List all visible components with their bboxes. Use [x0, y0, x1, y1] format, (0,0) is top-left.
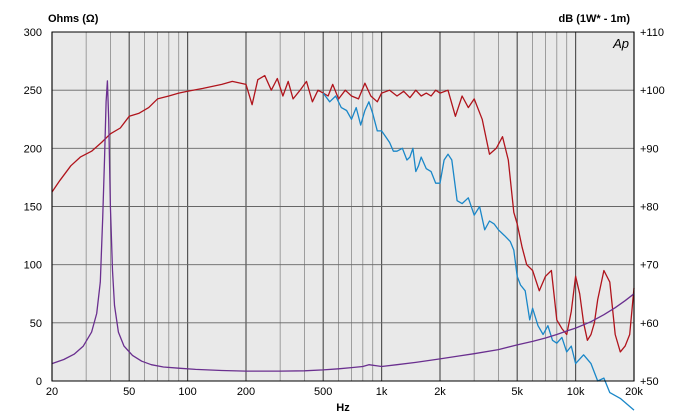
spl-response-line-red [51, 74, 635, 353]
x-axis-title: Hz [336, 402, 350, 414]
x-tick-label: 20k [625, 386, 643, 398]
y-right-tick-label: +110 [640, 27, 664, 39]
x-tick-label: 200 [237, 386, 255, 398]
x-tick-label: 5k [511, 386, 523, 398]
x-tick-label: 1k [376, 386, 388, 398]
x-tick-label: 2k [434, 386, 446, 398]
y-left-tick-label: 50 [30, 318, 42, 330]
y-left-tick-label: 0 [36, 376, 42, 388]
y-right-tick-label: +70 [640, 260, 659, 272]
left-axis-title: Ohms (Ω) [48, 13, 99, 25]
y-left-tick-label: 150 [24, 202, 42, 214]
x-tick-label: 10k [567, 386, 585, 398]
y-left-tick-label: 100 [24, 260, 42, 272]
y-right-tick-label: +90 [640, 143, 659, 155]
impedance-line-purple [51, 80, 635, 372]
series-layer [51, 74, 635, 411]
y-right-tick-label: +80 [640, 202, 659, 214]
y-right-tick-label: +50 [640, 376, 659, 388]
spl-response-line-blue [322, 92, 635, 411]
y-left-tick-label: 250 [24, 85, 42, 97]
y-right-tick-label: +60 [640, 318, 659, 330]
y-left-tick-label: 200 [24, 143, 42, 155]
x-tick-label: 50 [123, 386, 135, 398]
y-left-tick-label: 300 [24, 27, 42, 39]
ap-logo: Ap [612, 36, 629, 51]
x-tick-label: 100 [178, 386, 196, 398]
x-tick-label: 20 [46, 386, 58, 398]
x-tick-label: 500 [314, 386, 332, 398]
tick-labels: 20 50 100 200 500 1k 2k 5k 10k 20k 0 50 100 150 200 250… [24, 27, 665, 398]
right-axis-title: dB (1W* - 1m) [559, 13, 631, 25]
plot-border [51, 31, 635, 382]
y-right-tick-label: +100 [640, 85, 665, 97]
